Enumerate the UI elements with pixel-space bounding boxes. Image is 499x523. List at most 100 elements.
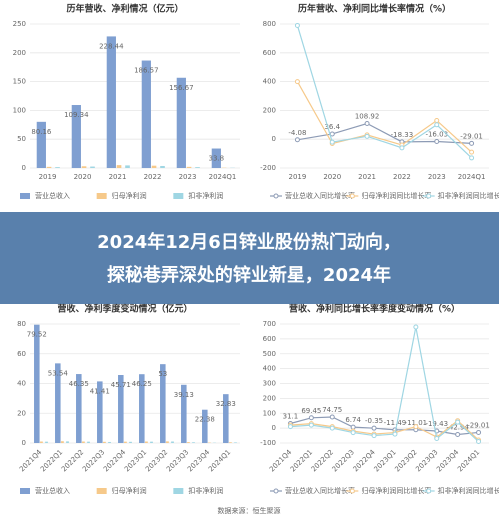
bar	[176, 77, 186, 168]
bar	[181, 384, 187, 443]
point	[287, 424, 293, 430]
point	[364, 133, 370, 139]
data-label: 46.35	[69, 380, 89, 388]
bar	[106, 36, 116, 168]
data-label: 108.92	[355, 113, 380, 121]
bar	[40, 441, 43, 443]
y-tick-label: 600	[263, 335, 276, 343]
legend-label: 营业总收入同比增长率	[285, 191, 355, 200]
data-label: 53	[158, 370, 167, 378]
bar	[187, 442, 190, 443]
data-label: 45.71	[111, 381, 131, 389]
x-tick-label: 2021	[109, 173, 127, 181]
data-label: -18.33	[391, 131, 414, 139]
bar	[103, 441, 106, 443]
bar	[34, 324, 40, 443]
legend-swatch	[173, 488, 184, 494]
data-label: 46.25	[132, 380, 152, 388]
bar	[141, 60, 151, 169]
data-label: 74.75	[322, 406, 342, 414]
point	[434, 436, 440, 442]
bar	[166, 441, 169, 443]
point	[329, 414, 335, 420]
bar	[211, 148, 221, 168]
data-label: -29.01	[460, 132, 483, 140]
point	[364, 121, 370, 127]
data-label: 156.67	[169, 84, 194, 92]
x-tick-label: 2022	[144, 173, 162, 181]
legend-swatch	[349, 193, 355, 199]
legend-label: 归母净利润	[112, 486, 147, 495]
y-tick-label: 250	[13, 20, 26, 28]
y-tick-label: 0	[272, 135, 276, 143]
point	[329, 425, 335, 431]
point	[455, 432, 461, 438]
bar	[129, 441, 132, 443]
data-label: 32.83	[216, 400, 236, 408]
x-tick-label: 2020	[74, 173, 92, 181]
line	[296, 25, 472, 159]
bar	[66, 441, 69, 443]
data-label: 31.1	[283, 412, 299, 420]
point	[294, 79, 300, 85]
line	[290, 416, 479, 436]
data-label: -42.94	[446, 424, 469, 432]
data-label: 22.38	[195, 416, 215, 424]
data-label: 79.52	[27, 331, 47, 339]
legend-swatch	[20, 193, 30, 199]
point	[399, 145, 405, 151]
x-tick-label: 2019	[39, 173, 57, 181]
legend-label: 营业总收入	[35, 486, 70, 495]
legend-label: 归母净利润同比增长率	[361, 486, 431, 495]
data-label: 80.16	[31, 128, 52, 136]
point	[469, 155, 475, 161]
point	[434, 117, 440, 123]
data-label: 6.74	[345, 416, 361, 424]
bar	[81, 166, 87, 168]
data-label: -4.08	[288, 129, 306, 137]
bar	[223, 394, 229, 443]
x-tick-label: 2023	[428, 173, 446, 181]
bar	[108, 441, 111, 443]
bar	[82, 441, 85, 443]
point	[469, 149, 475, 155]
y-tick-label: 300	[263, 380, 276, 388]
legend-swatch	[20, 488, 30, 494]
legend-label: 扣非净利润同比增长率	[438, 191, 499, 200]
y-tick-label: 100	[263, 409, 276, 417]
data-label: 69.45	[301, 407, 321, 415]
legend-label: 扣非净利润	[188, 191, 223, 200]
bar	[124, 441, 127, 443]
bar	[125, 165, 130, 168]
bar	[61, 441, 64, 443]
point	[294, 137, 300, 143]
y-tick-label: 50	[17, 135, 26, 143]
y-tick-label: 800	[263, 20, 276, 28]
point	[434, 122, 440, 128]
bar	[151, 165, 157, 168]
legend-swatch	[173, 193, 184, 199]
x-tick-label: 2022	[393, 173, 411, 181]
bar	[45, 441, 48, 443]
point	[392, 431, 398, 437]
legend-swatch	[426, 488, 432, 494]
bar	[71, 105, 81, 168]
banner-bg	[0, 212, 499, 304]
data-label: -16.03	[425, 131, 448, 139]
legend-label: 归母净利润同比增长率	[361, 191, 431, 200]
y-tick-label: 80	[17, 320, 26, 328]
line	[297, 122, 472, 144]
bar	[195, 167, 200, 168]
y-tick-label: 400	[263, 78, 276, 86]
bar	[97, 381, 103, 443]
y-tick-label: 0	[22, 164, 26, 172]
data-label: 186.57	[134, 67, 159, 75]
y-tick-label: 40	[17, 380, 26, 388]
line	[296, 81, 472, 153]
chart-title: 营收、净利同比增长率季度变动情况（%）	[289, 303, 460, 315]
line	[290, 326, 479, 442]
point	[455, 419, 461, 425]
footer: 数据来源：恒生聚源	[218, 506, 281, 515]
data-label: 33.8	[209, 155, 225, 163]
bar	[76, 374, 82, 443]
